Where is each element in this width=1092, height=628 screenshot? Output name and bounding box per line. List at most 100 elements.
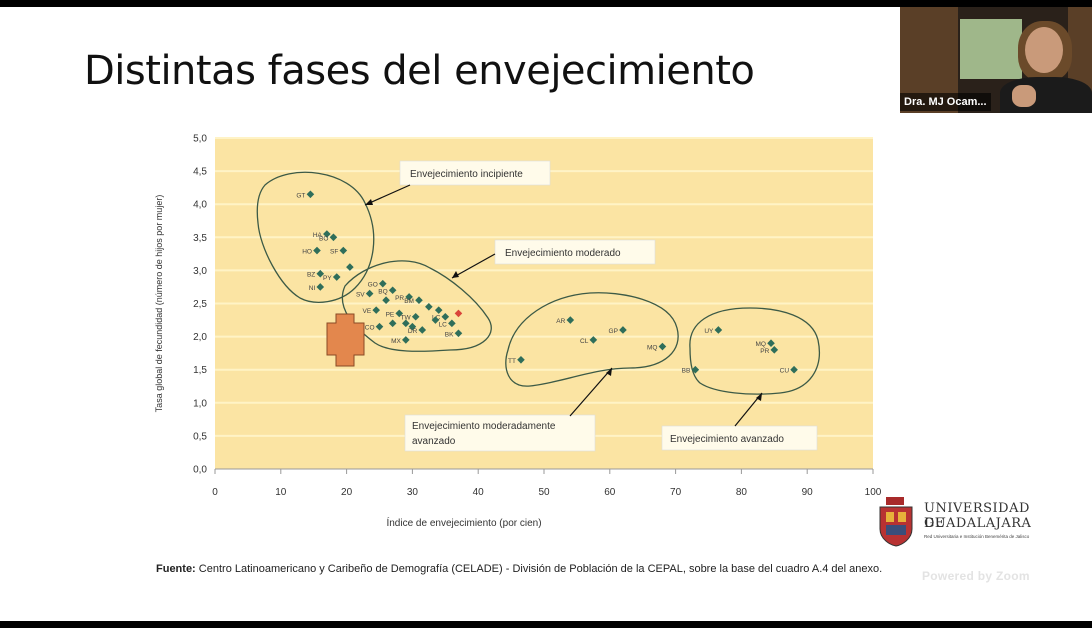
x-tick-labels: 0 10 20 30 40 50 60 70 80 90 100: [212, 469, 882, 498]
y-tick-label: 0,0: [193, 465, 207, 476]
data-point-label: TW: [401, 315, 412, 322]
data-point-label: MQ: [647, 345, 657, 352]
x-tick-label: 50: [538, 487, 550, 498]
data-point: [332, 273, 341, 281]
annotation-moderado: Envejecimiento moderado: [451, 239, 656, 279]
y-axis-label: Tasa global de fecundidad (número de hij…: [154, 195, 164, 413]
data-point: [441, 312, 450, 321]
data-point: [316, 269, 325, 278]
data-point: [770, 346, 779, 354]
data-point: [316, 283, 325, 291]
data-point: [454, 329, 463, 338]
data-point: [589, 336, 598, 344]
data-point-label: VE: [363, 308, 372, 315]
data-point: [454, 309, 463, 318]
data-point-label: GT: [296, 192, 305, 199]
x-tick-label: 80: [736, 487, 748, 498]
data-point-label: PR: [760, 348, 769, 355]
annotation-incipiente-arrowhead: [365, 199, 373, 205]
annotation-moderadamente-avanzado-text: Envejecimiento moderadamente: [412, 421, 556, 432]
data-point: [691, 365, 700, 374]
annotations: Envejecimiento incipiente Envejecimiento…: [364, 160, 818, 452]
data-point-label: DR: [408, 328, 418, 335]
y-tick-label: 1,0: [193, 398, 207, 409]
annotation-avanzado-arrowhead: [756, 393, 762, 401]
annotation-moderadamente-avanzado: Envejecimiento moderadamente avanzado: [404, 367, 613, 452]
y-tick-label: 4,0: [193, 200, 207, 211]
annotation-moderado-arrowhead: [452, 271, 459, 278]
annotation-moderadamente-avanzado-text-line2: avanzado: [412, 436, 456, 447]
data-point: [434, 306, 443, 314]
participant-hand: [1012, 85, 1036, 107]
data-point: [411, 312, 420, 321]
y-tick-label: 3,0: [193, 266, 207, 277]
y-tick-label: 0,5: [193, 431, 207, 442]
data-point-label: BQ: [378, 288, 387, 295]
slide-title: Distintas fases del envejecimiento: [84, 48, 755, 94]
data-point: [402, 336, 410, 344]
data-point: [658, 342, 667, 351]
x-tick-label: 10: [275, 487, 287, 498]
data-point: [408, 322, 417, 331]
data-point: [566, 316, 575, 324]
cluster-moderadamente-avanzado: [505, 292, 679, 387]
data-point-label: BO: [319, 235, 328, 242]
source-note: Fuente: Centro Latinoamericano y Caribeñ…: [156, 562, 896, 576]
data-point: [382, 296, 390, 304]
data-point: [346, 263, 354, 271]
data-point-label: HO: [302, 249, 312, 256]
data-point-label: MX: [391, 338, 401, 345]
x-axis-label: Índice de envejecimiento (por cien): [386, 516, 541, 528]
annotation-moderado-text: Envejecimiento moderado: [505, 248, 621, 259]
data-point-label: UY: [704, 328, 714, 335]
data-point-label: LC: [439, 321, 448, 328]
data-point: [418, 326, 427, 334]
data-point-label: BB: [682, 368, 691, 375]
annotation-avanzado-text: Envejecimiento avanzado: [670, 434, 784, 445]
annotation-moderado-arrow: [451, 253, 496, 279]
data-point-label: CO: [365, 325, 375, 332]
cluster-avanzado: [689, 307, 820, 395]
data-point-label: GO: [368, 282, 378, 289]
x-tick-label: 90: [802, 487, 814, 498]
data-point: [790, 365, 798, 374]
data-point: [517, 355, 525, 364]
data-point: [619, 326, 627, 334]
data-point-label: PR: [395, 295, 404, 302]
data-point: [323, 230, 331, 238]
background-window: [960, 19, 1022, 79]
data-point-label: SF: [330, 249, 338, 256]
annotation-incipiente-text: Envejecimiento incipiente: [410, 169, 523, 180]
data-point: [365, 289, 374, 298]
source-text: Centro Latinoamericano y Caribeño de Dem…: [198, 563, 883, 575]
x-tick-label: 60: [604, 487, 616, 498]
source-label: Fuente:: [156, 563, 196, 575]
annotation-incipiente: Envejecimiento incipiente: [364, 160, 551, 206]
data-point: [388, 319, 397, 328]
data-point-label: MQ: [756, 341, 766, 348]
data-point: [402, 319, 410, 328]
data-point: [767, 339, 775, 348]
data-point: [431, 316, 440, 324]
zoom-watermark: Powered by Zoom: [922, 569, 1030, 583]
data-point-label: GP: [609, 328, 618, 335]
data-point: [448, 319, 456, 328]
data-point: [388, 286, 397, 295]
data-point-label: HA: [313, 232, 323, 239]
data-point: [714, 326, 723, 334]
annotation-moderadamente-avanzado-arrow: [569, 367, 613, 417]
participant-name-label: Dra. MJ Ocam...: [900, 93, 991, 111]
data-point-label: PY: [323, 275, 332, 282]
data-point: [306, 190, 315, 199]
data-point-label: BZ: [307, 272, 315, 279]
annotation-moderadamente-avanzado-arrowhead: [606, 368, 612, 376]
participant-video-tile[interactable]: Dra. MJ Ocam...: [900, 7, 1092, 113]
y-tick-label: 4,5: [193, 167, 207, 178]
x-tick-label: 0: [212, 487, 218, 498]
data-point: [425, 303, 433, 311]
data-point: [375, 322, 384, 331]
scatter-chart: 0,0 0,5 1,0 1,5 2,0 2,5 3,0 3,5 4,0 4,5 5,0 0 10 20 3…: [150, 128, 895, 530]
x-tick-label: 20: [341, 487, 353, 498]
data-point-label: CU: [780, 368, 790, 375]
x-tick-label: 40: [473, 487, 485, 498]
